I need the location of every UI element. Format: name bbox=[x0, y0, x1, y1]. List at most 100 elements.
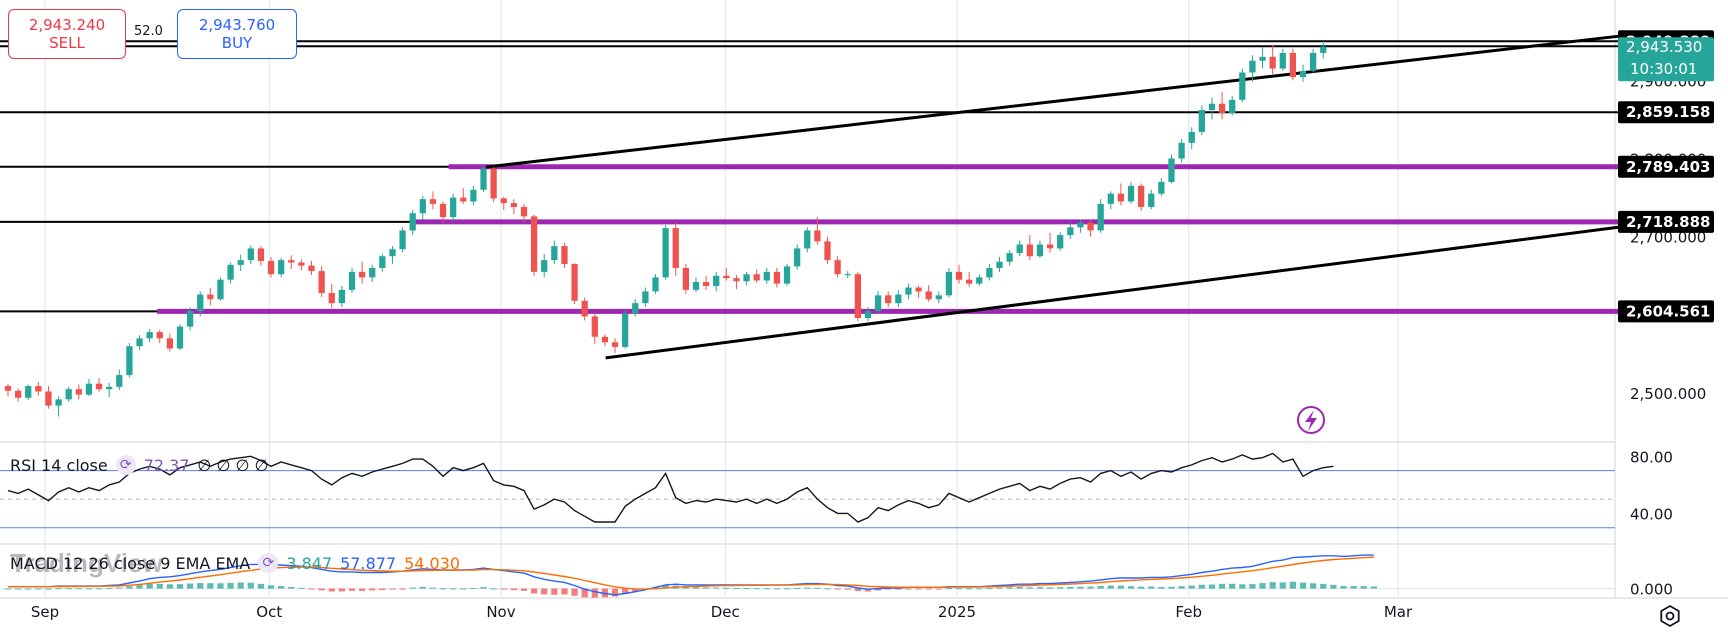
candle bbox=[672, 222, 679, 276]
candle-body bbox=[591, 316, 598, 337]
candle-body bbox=[1026, 244, 1033, 257]
candle-body bbox=[379, 256, 386, 268]
candle bbox=[450, 193, 457, 222]
buy-button[interactable]: 2,943.760 BUY bbox=[177, 9, 297, 59]
time-tick-label: Oct bbox=[256, 603, 282, 621]
candle bbox=[571, 263, 578, 304]
support-resistance-zones bbox=[157, 164, 1622, 314]
candle-body bbox=[1188, 131, 1195, 143]
candle-body bbox=[45, 391, 52, 406]
trend-channel bbox=[485, 33, 1630, 360]
settings-gear-icon[interactable] bbox=[1658, 604, 1682, 628]
macd-histogram-bar bbox=[854, 588, 861, 592]
candle bbox=[692, 277, 700, 293]
macd-histogram-bar bbox=[45, 588, 52, 590]
candle bbox=[1046, 232, 1054, 253]
candle bbox=[814, 217, 821, 245]
macd-line bbox=[8, 554, 1374, 596]
candle-body bbox=[1289, 52, 1297, 78]
tradingview-watermark: TradingView bbox=[10, 548, 163, 578]
candle-body bbox=[976, 277, 983, 284]
candle bbox=[1178, 138, 1185, 163]
buy-label: BUY bbox=[221, 34, 253, 52]
candle bbox=[1239, 68, 1246, 103]
macd-histogram-bar bbox=[4, 588, 12, 590]
macd-histogram-bar bbox=[915, 588, 922, 590]
candle bbox=[65, 386, 72, 402]
macd-histogram-bar bbox=[1309, 583, 1317, 589]
candle bbox=[1289, 49, 1297, 81]
rsi-legend[interactable]: RSI 14 close ⟳ 72.37 ∅ ∅ ∅ ∅ bbox=[10, 455, 269, 475]
level-price-label: 2,859.158 bbox=[1626, 103, 1710, 121]
macd-histogram-bar bbox=[743, 588, 750, 590]
price-tick-label: 2,700.000 bbox=[1630, 229, 1706, 247]
cycle-icon[interactable]: ⟳ bbox=[115, 455, 136, 475]
macd-value-3: 54.030 bbox=[404, 553, 461, 573]
candle-body bbox=[814, 230, 821, 242]
candle-body bbox=[4, 386, 12, 391]
candle bbox=[328, 283, 335, 308]
macd-histogram-bar bbox=[136, 585, 143, 589]
macd-histogram-bar bbox=[874, 588, 882, 591]
candle-body bbox=[945, 271, 953, 296]
cycle-icon[interactable]: ⟳ bbox=[258, 553, 279, 573]
candle-body bbox=[611, 342, 619, 347]
macd-histogram-bar bbox=[561, 588, 568, 595]
candle-body bbox=[753, 274, 760, 281]
candle bbox=[834, 256, 841, 278]
candle-body bbox=[1087, 222, 1094, 231]
candle-body bbox=[824, 241, 831, 261]
candle-body bbox=[318, 271, 325, 293]
candle bbox=[844, 271, 851, 279]
channel-trendline bbox=[605, 224, 1630, 360]
macd-histogram-bar bbox=[773, 588, 781, 590]
macd-histogram-bar bbox=[1067, 586, 1074, 589]
macd-histogram-bar bbox=[925, 588, 932, 590]
macd-histogram-bar bbox=[905, 588, 912, 590]
candle-body bbox=[480, 168, 487, 190]
candle-body bbox=[1138, 185, 1145, 207]
macd-histogram-bar bbox=[1138, 586, 1145, 589]
candle bbox=[379, 253, 386, 272]
sell-price: 2,943.240 bbox=[28, 16, 106, 34]
level-price-label: 2,789.403 bbox=[1626, 158, 1710, 176]
time-tick-label: Mar bbox=[1384, 603, 1413, 621]
macd-histogram-bar bbox=[824, 588, 831, 590]
candle-body bbox=[358, 271, 366, 278]
macd-histogram-bar bbox=[1370, 586, 1377, 589]
macd-histogram-bar bbox=[338, 588, 346, 592]
candle-body bbox=[85, 383, 93, 395]
candle-body bbox=[662, 228, 669, 278]
candle bbox=[186, 307, 194, 331]
candle-body bbox=[571, 264, 578, 301]
sell-button[interactable]: 2,943.240 SELL bbox=[8, 9, 126, 59]
lightning-alert-icon[interactable] bbox=[1297, 406, 1325, 434]
candle bbox=[4, 383, 12, 397]
candle bbox=[976, 274, 983, 286]
macd-legend[interactable]: MACD 12 26 close 9 EMA EMA ⟳ 3.847 57.87… bbox=[10, 553, 460, 573]
candle bbox=[642, 287, 649, 308]
candle bbox=[166, 333, 174, 352]
candle bbox=[885, 291, 892, 308]
candle bbox=[35, 382, 42, 396]
candle-body bbox=[763, 271, 770, 281]
macd-histogram-bar bbox=[864, 588, 872, 592]
macd-histogram-bar bbox=[702, 587, 710, 589]
candle-body bbox=[450, 197, 457, 218]
candle bbox=[237, 254, 244, 272]
macd-histogram-bar bbox=[379, 588, 386, 591]
candle-body bbox=[743, 274, 750, 282]
macd-histogram-bar bbox=[1229, 583, 1236, 589]
candle-body bbox=[1218, 103, 1226, 114]
candle-body bbox=[1067, 227, 1074, 236]
candle bbox=[267, 257, 275, 278]
macd-histogram-bar bbox=[55, 588, 62, 590]
candle-body bbox=[996, 261, 1003, 268]
candle-body bbox=[915, 287, 922, 292]
candle-body bbox=[429, 199, 437, 204]
macd-histogram-bar bbox=[1279, 582, 1286, 589]
candle bbox=[217, 277, 224, 301]
macd-histogram-bar bbox=[804, 587, 811, 589]
macd-histogram-bar bbox=[935, 588, 942, 590]
